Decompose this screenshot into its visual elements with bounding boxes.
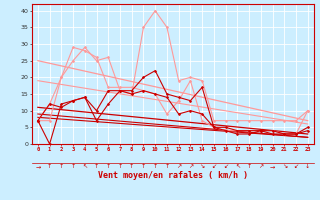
X-axis label: Vent moyen/en rafales ( km/h ): Vent moyen/en rafales ( km/h ) [98, 171, 248, 180]
